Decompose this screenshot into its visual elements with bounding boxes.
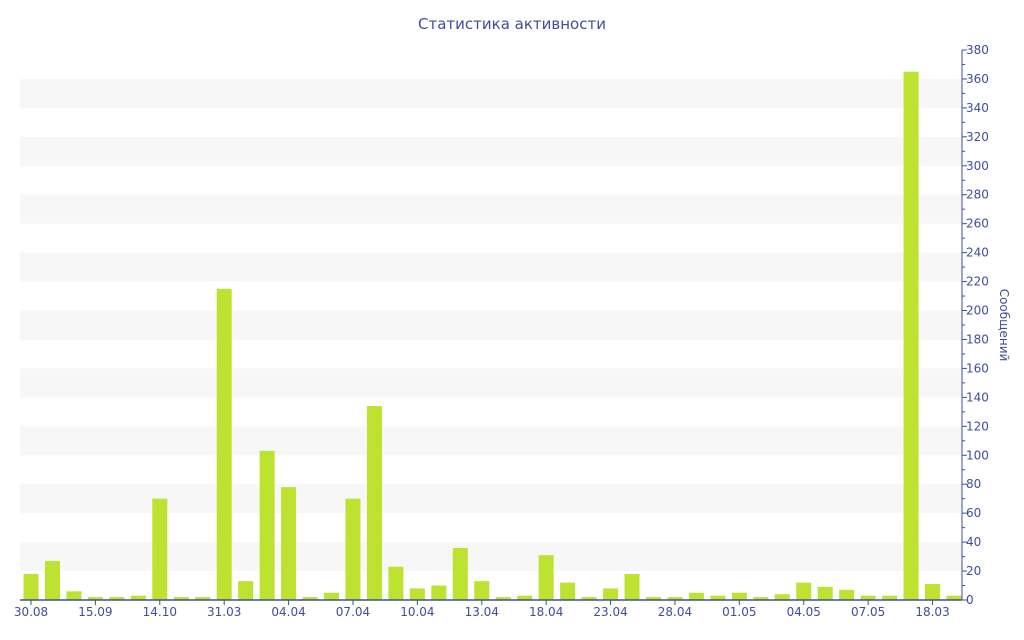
x-tick-label: 10.04 — [400, 605, 434, 619]
bar — [645, 597, 661, 600]
bar — [409, 588, 425, 600]
x-tick-label: 01.05 — [722, 605, 756, 619]
bar — [517, 595, 533, 600]
y-tick-label: 40 — [966, 535, 981, 549]
bar — [603, 588, 619, 600]
x-tick-label: 30.08 — [14, 605, 48, 619]
y-tick-label: 320 — [966, 130, 989, 144]
bar — [710, 595, 726, 600]
y-tick-label: 160 — [966, 361, 989, 375]
bar — [302, 597, 318, 600]
y-tick-label: 260 — [966, 217, 989, 231]
y-tick-label: 0 — [966, 593, 974, 607]
x-tick-label: 18.04 — [529, 605, 563, 619]
y-tick-label: 360 — [966, 72, 989, 86]
bar — [66, 591, 82, 600]
y-tick-label: 340 — [966, 101, 989, 115]
x-tick-label: 23.04 — [593, 605, 627, 619]
grid-band — [20, 310, 962, 340]
bar — [152, 498, 168, 600]
grid-band — [20, 78, 962, 108]
bar — [581, 597, 597, 600]
bar — [87, 597, 103, 600]
bar — [324, 592, 340, 600]
bar — [44, 560, 60, 600]
bar — [366, 406, 382, 600]
bar — [796, 582, 812, 600]
x-tick-label: 07.04 — [336, 605, 370, 619]
bar — [259, 450, 275, 600]
bar — [130, 595, 146, 600]
bar — [538, 555, 554, 600]
x-tick-label: 07.05 — [851, 605, 885, 619]
bar — [345, 498, 361, 600]
bar — [882, 595, 898, 600]
y-tick-label: 240 — [966, 246, 989, 260]
x-tick-label: 04.05 — [787, 605, 821, 619]
y-tick-label: 20 — [966, 564, 981, 578]
y-tick-label: 140 — [966, 390, 989, 404]
grid-band — [20, 368, 962, 398]
bar — [452, 547, 468, 600]
bar — [195, 597, 211, 600]
x-tick-label: 14.10 — [143, 605, 177, 619]
bar — [903, 71, 919, 601]
bar — [173, 597, 189, 600]
bar — [753, 597, 769, 600]
bar — [216, 288, 232, 600]
grid-band — [20, 252, 962, 282]
y-tick-label: 200 — [966, 304, 989, 318]
grid-band — [20, 426, 962, 456]
y-axis-label: Сообщений — [997, 289, 1011, 362]
grid-band — [20, 136, 962, 166]
bar — [388, 566, 404, 600]
x-tick-label: 28.04 — [658, 605, 692, 619]
y-tick-label: 300 — [966, 159, 989, 173]
chart-title: Статистика активности — [418, 15, 606, 33]
y-tick-label: 120 — [966, 419, 989, 433]
y-tick-label: 80 — [966, 477, 981, 491]
grid-band — [20, 194, 962, 224]
y-tick-label: 180 — [966, 332, 989, 346]
bar — [495, 597, 511, 600]
bar — [109, 597, 125, 600]
bar — [238, 581, 254, 600]
bar — [925, 584, 941, 600]
x-tick-label: 13.04 — [465, 605, 499, 619]
bar — [860, 595, 876, 600]
x-tick-label: 18.03 — [915, 605, 949, 619]
bar — [624, 573, 640, 600]
x-tick-label: 04.04 — [271, 605, 305, 619]
bar — [774, 594, 790, 600]
bar — [281, 487, 297, 600]
y-tick-label: 220 — [966, 275, 989, 289]
bar — [431, 585, 447, 600]
bar — [560, 582, 576, 600]
bar — [23, 573, 39, 600]
bar — [839, 589, 855, 600]
x-tick-label: 31.03 — [207, 605, 241, 619]
x-tick-label: 15.09 — [78, 605, 112, 619]
bar — [946, 595, 962, 600]
grid-band — [20, 484, 962, 514]
bar — [688, 592, 704, 600]
bar — [731, 592, 747, 600]
y-tick-label: 100 — [966, 448, 989, 462]
y-tick-label: 380 — [966, 43, 989, 57]
y-tick-label: 60 — [966, 506, 981, 520]
bar — [817, 586, 833, 600]
bar — [667, 597, 683, 600]
y-tick-label: 280 — [966, 188, 989, 202]
bar — [474, 581, 490, 600]
grid-band — [20, 542, 962, 572]
